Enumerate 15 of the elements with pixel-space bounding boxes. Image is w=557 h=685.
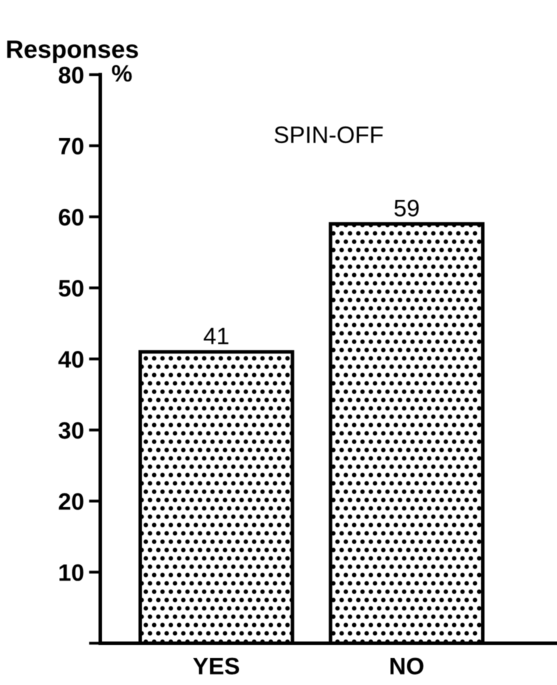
y-tick-label: 40 (58, 351, 84, 368)
y-tick-label: 50 (58, 280, 84, 297)
data-label: 59 (394, 200, 419, 216)
x-tick-label: YES (193, 658, 240, 674)
y-tick-label: 60 (58, 208, 84, 226)
y-axis-title: Responses (7, 40, 138, 64)
text: SPIN-OFF (274, 126, 383, 144)
y-tick-label: 30 (58, 422, 84, 439)
data-label: 41 (204, 328, 228, 344)
x-tick-label: NO (390, 658, 424, 674)
y-tick-label: 80 (58, 66, 84, 84)
y-tick-label: 20 (58, 493, 84, 510)
annotation: % (112, 65, 132, 82)
y-tick-label: 10 (60, 564, 84, 581)
y-tick-label: 70 (59, 138, 84, 155)
